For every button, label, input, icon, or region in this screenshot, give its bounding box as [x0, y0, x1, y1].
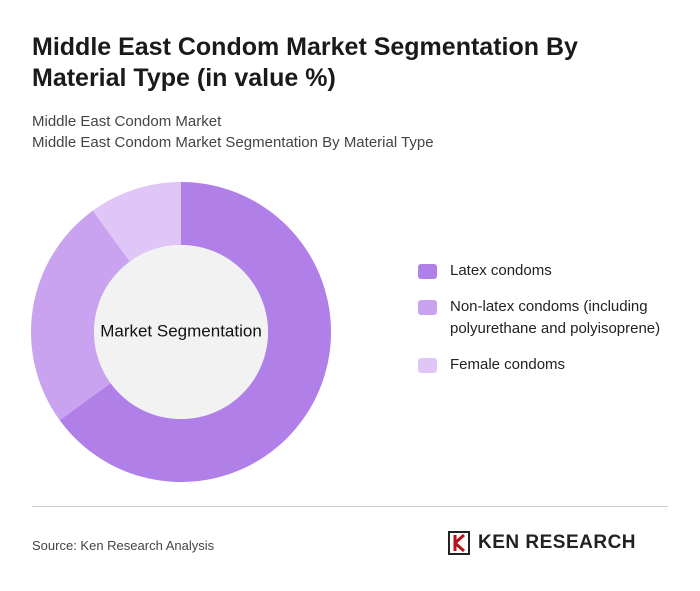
legend-swatch — [418, 358, 437, 373]
logo-text: KEN RESEARCH — [478, 532, 637, 553]
legend-item: Non-latex condoms (including polyurethan… — [418, 298, 678, 340]
subtitle: Middle East Condom Market — [32, 113, 222, 130]
legend-swatch — [418, 264, 437, 279]
legend-item: Female condoms — [418, 356, 678, 376]
donut-slice — [92, 182, 181, 262]
donut-slice — [59, 182, 332, 483]
donut-slice — [30, 210, 130, 421]
legend-label: Female condoms — [450, 356, 566, 373]
center-label: Market Segmentation — [100, 321, 262, 340]
donut-chart: Market Segmentation — [30, 182, 332, 483]
donut-hole — [94, 245, 268, 419]
subtitle: Middle East Condom Market Segmentation B… — [32, 134, 434, 151]
separator — [32, 506, 668, 507]
legend-swatch — [418, 300, 437, 315]
legend-item: Latex condoms — [418, 262, 678, 282]
legend-label: Latex condoms — [450, 262, 552, 279]
chart-title: Middle East Condom Market Segmentation B… — [32, 33, 578, 92]
logo: KEN RESEARCH — [448, 531, 636, 555]
source: Source: Ken Research Analysis — [32, 538, 215, 553]
logo-icon — [448, 531, 470, 555]
legend: Latex condoms Non-latex condoms (includin… — [418, 262, 678, 392]
legend-label: Non-latex condoms (including polyurethan… — [450, 298, 661, 337]
